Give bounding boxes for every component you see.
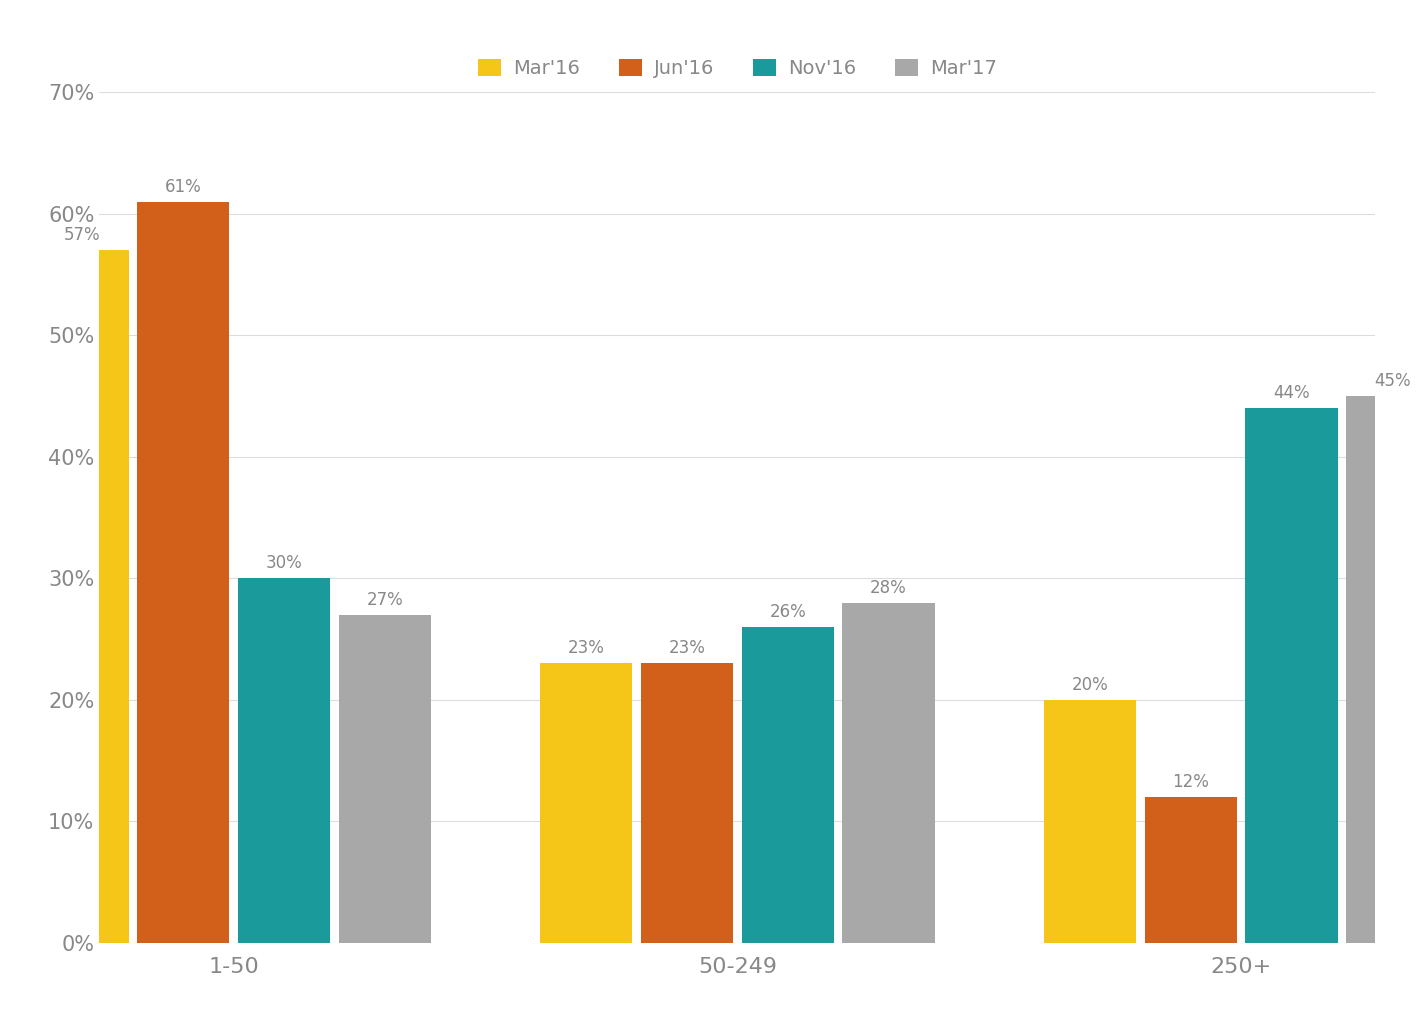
Bar: [238, 578, 330, 943]
Bar: [641, 663, 733, 943]
Text: 23%: 23%: [567, 640, 604, 657]
Text: 57%: 57%: [64, 227, 101, 244]
Text: 20%: 20%: [1072, 675, 1109, 694]
Bar: [138, 202, 230, 943]
Bar: [339, 615, 431, 943]
Text: 23%: 23%: [668, 640, 705, 657]
Text: 45%: 45%: [1374, 372, 1411, 390]
Text: 27%: 27%: [366, 590, 403, 609]
Legend: Mar'16, Jun'16, Nov'16, Mar'17: Mar'16, Jun'16, Nov'16, Mar'17: [471, 51, 1004, 86]
Bar: [1346, 396, 1418, 943]
Bar: [742, 627, 834, 943]
Bar: [842, 603, 934, 943]
Text: 26%: 26%: [770, 603, 805, 621]
Text: 12%: 12%: [1173, 773, 1210, 791]
Text: 61%: 61%: [164, 177, 201, 196]
Text: 44%: 44%: [1273, 384, 1310, 402]
Bar: [540, 663, 632, 943]
Bar: [1245, 408, 1337, 943]
Bar: [1144, 797, 1236, 943]
Text: 30%: 30%: [265, 555, 302, 572]
Text: 28%: 28%: [871, 579, 908, 597]
Bar: [37, 250, 129, 943]
Bar: [1044, 700, 1136, 943]
